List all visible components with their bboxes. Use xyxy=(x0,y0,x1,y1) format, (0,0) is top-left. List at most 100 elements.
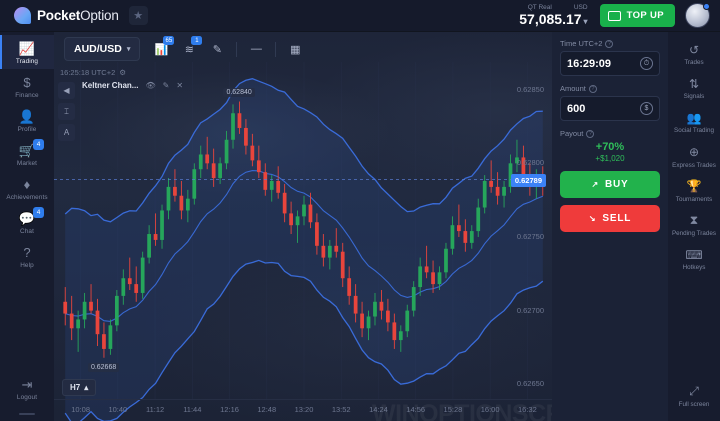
express-icon: ⊕ xyxy=(688,145,700,160)
draw-brush-icon[interactable]: ✎ xyxy=(204,37,230,61)
payout-help-icon[interactable]: ? xyxy=(586,129,595,138)
sidebar-bottom: ⇥ Logout xyxy=(0,371,54,421)
chart-type-icon[interactable]: 65 📊 xyxy=(148,36,175,61)
price-axis: 0.62850 0.62800 0.62750 0.62700 0.62650 0.627… xyxy=(494,32,546,421)
collapse-icon[interactable]: ◀ xyxy=(58,82,75,99)
indicator-name: Keltner Chan... xyxy=(82,81,139,90)
toolbar-divider-2 xyxy=(275,41,277,57)
time-tick-label: 12:16 xyxy=(220,405,239,414)
question-mark-icon: ? xyxy=(23,244,31,260)
minus-icon[interactable]: — xyxy=(243,37,269,61)
arrow-down-icon: ↘ xyxy=(588,214,597,223)
trophy-icon: 🏆 xyxy=(686,179,702,194)
trade-panel: Time UTC+2 ? 16:29:09 ⏱ Amount ? 600 $ P… xyxy=(552,32,668,421)
time-tick-label: 13:20 xyxy=(294,405,314,414)
payout-label: Payout xyxy=(560,129,584,138)
currency-icon[interactable]: $ xyxy=(640,102,653,115)
chart-timestamp-row: 16:25:18 UTC+2 ⚙ xyxy=(60,68,183,77)
notification-dot xyxy=(703,3,710,10)
left-sidebar: 📈 Trading $ Finance 👤 Profile 4 🛒 Market… xyxy=(0,32,54,421)
amount-field[interactable]: 600 $ xyxy=(560,96,660,121)
brand-logo[interactable]: PocketOption xyxy=(14,7,119,24)
keyboard-icon: ⌨ xyxy=(685,247,703,262)
payout-amount: +$1,020 xyxy=(595,154,625,163)
time-field[interactable]: 16:29:09 ⏱ xyxy=(560,51,660,76)
time-tick-label: 14:56 xyxy=(406,405,426,414)
amount-help-icon[interactable]: ? xyxy=(588,84,597,93)
sidebar-item-achievements[interactable]: ♦ Achievements xyxy=(6,176,48,202)
top-up-button[interactable]: TOP UP xyxy=(599,4,675,27)
edit-pencil-icon[interactable]: ✎ xyxy=(162,81,170,90)
sidebar-item-help[interactable]: ? Help xyxy=(20,244,34,270)
sidebar-item-trades[interactable]: ↺ Trades xyxy=(684,42,704,67)
chart-line-icon: 📈 xyxy=(18,40,36,56)
balance-caret-icon: ▾ xyxy=(583,16,588,26)
layout-grid-icon[interactable]: ▦ xyxy=(282,37,308,61)
toolbar-divider xyxy=(236,41,238,57)
sidebar-item-market[interactable]: 4 🛒 Market xyxy=(0,137,54,171)
high-price-marker: 0.62840 xyxy=(223,88,255,98)
sidebar-item-social-trading[interactable]: 👥 Social Trading xyxy=(674,110,714,135)
sidebar-item-signals[interactable]: ⇅ Signals xyxy=(683,76,705,101)
sidebar-item-express-trades[interactable]: ⊕ Express Trades xyxy=(672,145,716,169)
eye-icon[interactable]: 👁 xyxy=(145,81,156,90)
sidebar-item-finance[interactable]: $ Finance xyxy=(15,74,39,100)
text-tool-icon[interactable]: A xyxy=(58,124,75,141)
sidebar-item-pending-trades[interactable]: ⧗ Pending Trades xyxy=(671,213,717,238)
payout-percent: +70% xyxy=(595,141,625,153)
cart-icon: 🛒 xyxy=(18,142,36,158)
sidebar-item-trading[interactable]: 📈 Trading xyxy=(0,35,54,69)
sidebar-item-tournaments[interactable]: 🏆 Tournaments xyxy=(675,179,713,203)
payout-label-row: Payout ? xyxy=(560,129,660,138)
payout-box: +70% +$1,020 xyxy=(560,141,660,163)
sidebar-item-profile[interactable]: 👤 Profile xyxy=(17,108,37,134)
right-sidebar-bottom: ⤢ Full screen xyxy=(668,379,720,421)
brush-glyph: ✎ xyxy=(212,43,222,56)
clock-icon[interactable]: ⏱ xyxy=(640,57,653,70)
time-label: Time UTC+2 xyxy=(560,39,603,48)
fullscreen-button[interactable]: ⤢ Full screen xyxy=(678,383,710,408)
sidebar-item-logout[interactable]: ⇥ Logout xyxy=(16,376,38,402)
symbol-selector[interactable]: AUD/USD ▾ xyxy=(64,37,141,61)
indicators-icon[interactable]: 1 ≋ xyxy=(176,36,203,61)
sell-button[interactable]: ↘ SELL xyxy=(560,205,660,232)
hourglass-icon: ⧗ xyxy=(689,213,699,228)
close-icon[interactable]: ✕ xyxy=(176,81,184,90)
fullscreen-icon: ⤢ xyxy=(689,383,699,398)
avatar[interactable] xyxy=(685,3,710,28)
drawing-tools-bar: ◀ ⌶ A xyxy=(58,82,75,141)
chart-info: 16:25:18 UTC+2 ⚙ Keltner Chan... 👁 ✎ ✕ xyxy=(60,68,183,90)
favorites-star-icon[interactable]: ★ xyxy=(128,6,148,25)
currency-label: USD xyxy=(573,3,588,11)
top-bar: PocketOption ★ QT Real USD 57,085.17 ▾ TO… xyxy=(0,0,720,32)
buy-label: BUY xyxy=(605,179,629,190)
time-tick-label: 10:08 xyxy=(71,405,90,414)
indicator-legend-row: Keltner Chan... 👁 ✎ ✕ xyxy=(82,81,183,90)
price-tick-label: 0.62800 xyxy=(516,158,544,168)
time-help-icon[interactable]: ? xyxy=(605,39,614,48)
gear-icon[interactable]: ⚙ xyxy=(119,68,126,77)
amount-label: Amount xyxy=(560,84,586,93)
sidebar-collapse-handle[interactable] xyxy=(19,413,35,415)
signals-icon: ⇅ xyxy=(688,76,700,91)
time-tick-label: 10:40 xyxy=(108,405,128,414)
balance-block[interactable]: QT Real USD 57,085.17 ▾ xyxy=(519,4,587,28)
bars-glyph: 📊 xyxy=(154,43,169,56)
timeframe-selector[interactable]: H7 ▴ xyxy=(62,379,97,396)
chart-timestamp: 16:25:18 UTC+2 xyxy=(60,68,116,77)
account-area: QT Real USD 57,085.17 ▾ TOP UP xyxy=(519,3,710,28)
sidebar-item-hotkeys[interactable]: ⌨ Hotkeys xyxy=(682,247,706,272)
low-price-marker: 0.62668 xyxy=(87,362,120,372)
indicators-badge: 1 xyxy=(191,36,203,45)
people-icon: 👥 xyxy=(686,110,702,125)
sidebar-item-chat[interactable]: 4 💬 Chat xyxy=(0,205,54,239)
cursor-tool-icon[interactable]: ⌶ xyxy=(58,103,75,120)
sell-label: SELL xyxy=(602,213,632,224)
logout-icon: ⇥ xyxy=(21,376,33,392)
chevron-down-icon: ▾ xyxy=(126,46,131,53)
time-tick-label: 11:44 xyxy=(183,405,202,414)
current-price-badge: 0.62789 xyxy=(510,173,546,187)
grid-glyph: ▦ xyxy=(290,43,301,56)
buy-button[interactable]: ↗ BUY xyxy=(560,171,660,198)
time-tick-label: 16:32 xyxy=(517,405,537,414)
